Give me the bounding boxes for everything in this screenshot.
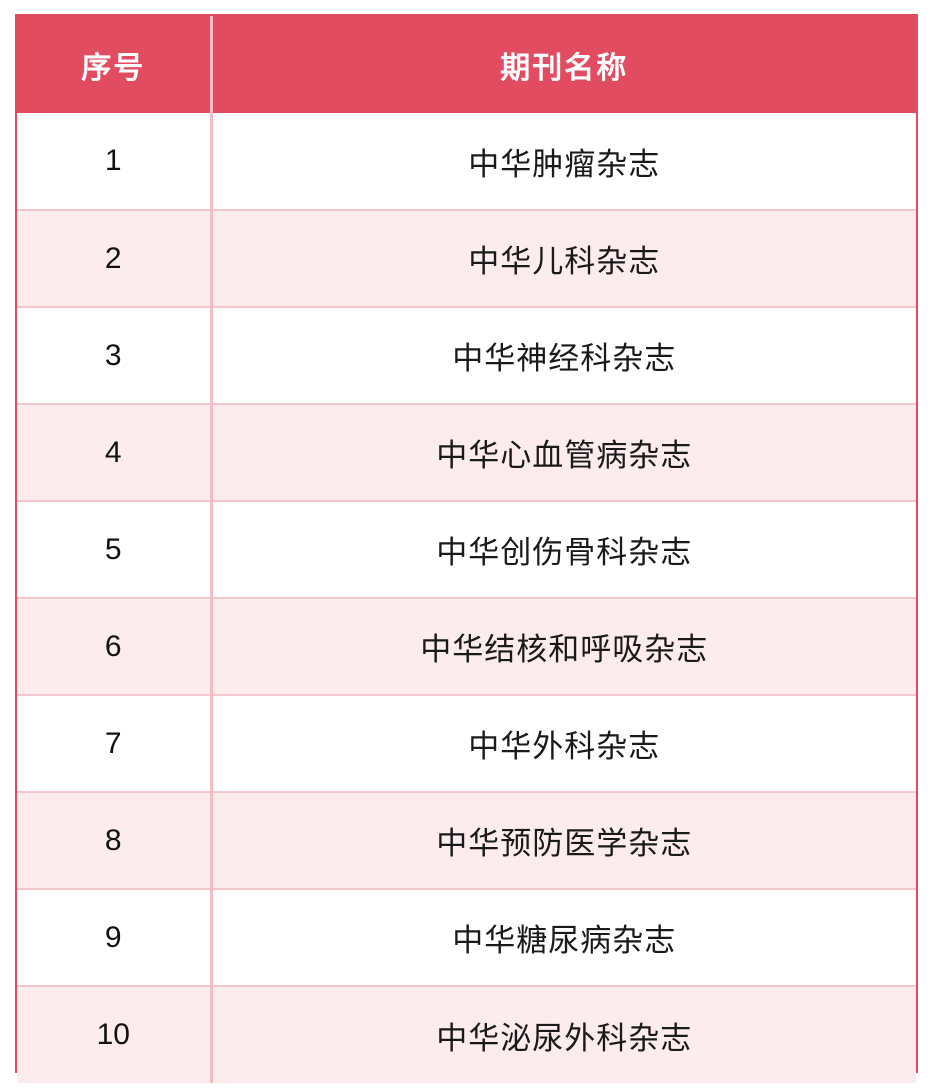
table-row: 7 中华外科杂志 [17,694,916,792]
cell-index: 9 [17,888,213,986]
table-body: 1 中华肿瘤杂志 2 中华儿科杂志 3 中华神经科杂志 4 中华心血管病杂志 5 [17,113,916,1083]
table-row: 1 中华肿瘤杂志 [17,113,916,210]
column-header-index: 序号 [17,16,213,113]
table-header-row: 序号 期刊名称 [17,16,916,113]
table-row: 8 中华预防医学杂志 [17,791,916,889]
table-row: 4 中华心血管病杂志 [17,403,916,501]
table-row: 3 中华神经科杂志 [17,306,916,404]
column-header-name: 期刊名称 [211,16,916,113]
table-row: 5 中华创伤骨科杂志 [17,500,916,598]
cell-journal-name: 中华结核和呼吸杂志 [211,597,916,695]
table-row: 2 中华儿科杂志 [17,209,916,307]
cell-index: 6 [17,597,213,695]
cell-index: 7 [17,694,213,792]
table-head: 序号 期刊名称 [17,16,916,113]
cell-index: 1 [17,113,213,210]
cell-journal-name: 中华创伤骨科杂志 [211,500,916,598]
cell-journal-name: 中华预防医学杂志 [211,791,916,889]
journal-table: 序号 期刊名称 1 中华肿瘤杂志 2 中华儿科杂志 3 中华神经科杂志 [17,16,916,1083]
cell-journal-name: 中华肿瘤杂志 [211,113,916,210]
cell-journal-name: 中华神经科杂志 [211,306,916,404]
cell-index: 10 [17,985,213,1083]
cell-journal-name: 中华泌尿外科杂志 [211,985,916,1083]
cell-index: 8 [17,791,213,889]
cell-journal-name: 中华心血管病杂志 [211,403,916,501]
table-row: 10 中华泌尿外科杂志 [17,985,916,1083]
cell-journal-name: 中华糖尿病杂志 [211,888,916,986]
journal-table-container: 序号 期刊名称 1 中华肿瘤杂志 2 中华儿科杂志 3 中华神经科杂志 [15,14,918,1083]
table-row: 9 中华糖尿病杂志 [17,888,916,986]
table-row: 6 中华结核和呼吸杂志 [17,597,916,695]
cell-index: 5 [17,500,213,598]
cell-index: 2 [17,209,213,307]
cell-index: 3 [17,306,213,404]
cell-journal-name: 中华外科杂志 [211,694,916,792]
cell-journal-name: 中华儿科杂志 [211,209,916,307]
cell-index: 4 [17,403,213,501]
